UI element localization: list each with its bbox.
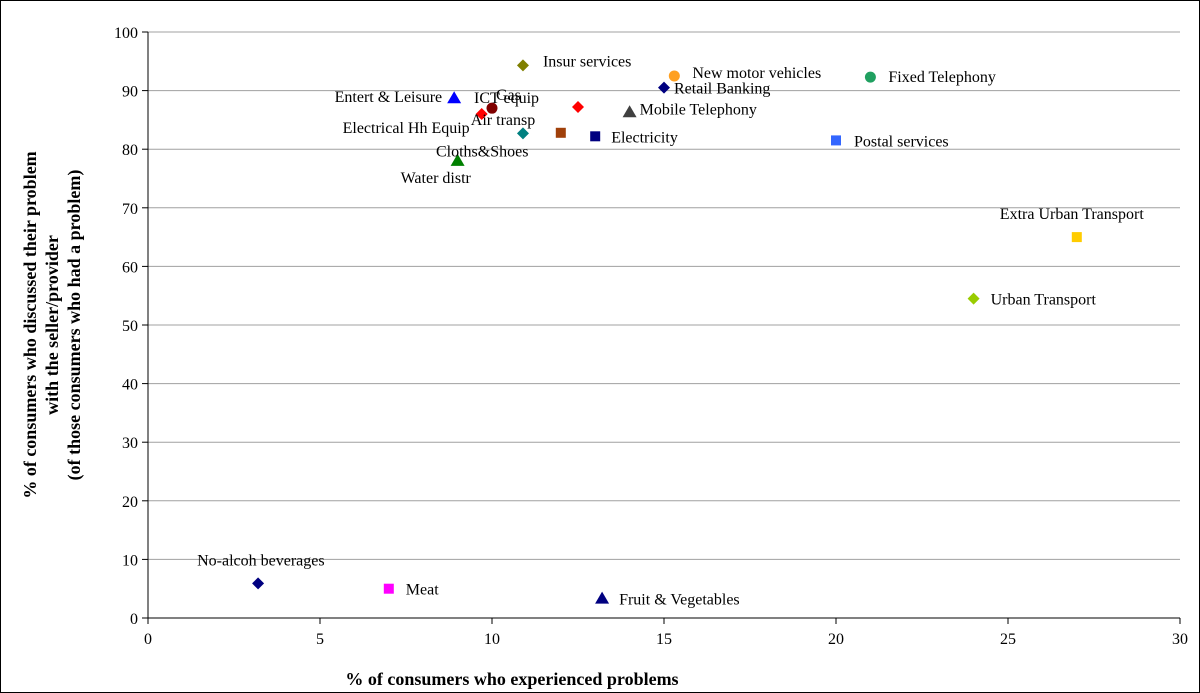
- y-tick-label-50: 50: [122, 318, 138, 335]
- x-axis-title: % of consumers who experienced problems: [345, 669, 678, 689]
- point-labels: Insur services New motor vehicles Fixed Te…: [197, 53, 1144, 608]
- point-meat: [383, 583, 394, 594]
- point-electricity-label: Electricity: [611, 129, 678, 146]
- point-urban-transport-label: Urban Transport: [991, 292, 1097, 309]
- point-water-distr-label: Water distr: [401, 170, 472, 187]
- point-gas: [486, 102, 498, 114]
- x-tick-label-25: 25: [1000, 631, 1016, 648]
- point-insur-services-label: Insur services: [543, 53, 631, 70]
- point-mobile-telephony-label: Mobile Telephony: [640, 101, 757, 118]
- y-tick-label-10: 10: [122, 552, 138, 569]
- x-tick-label-15: 15: [656, 631, 672, 648]
- y-tick-label-40: 40: [122, 377, 138, 394]
- y-tick-label-0: 0: [130, 611, 138, 628]
- point-postal-services-label: Postal services: [854, 133, 949, 150]
- tick-labels: 0 10 20 30 40 50 60 70 80 90 100 0 5 10 15 20 25 30: [114, 25, 1188, 648]
- data-points: [252, 59, 1082, 604]
- point-fixed-telephony-label: Fixed Telephony: [888, 69, 995, 86]
- point-no-alcoh-beverages-label: No-alcoh beverages: [197, 552, 325, 569]
- point-urban-transport: [967, 292, 980, 305]
- point-cloths-shoes: [516, 127, 529, 140]
- point-extra-urban-transport-label: Extra Urban Transport: [1000, 206, 1145, 223]
- point-retail-banking: [658, 81, 670, 94]
- point-meat-label: Meat: [406, 582, 439, 599]
- point-electrical-hh-equip: [475, 108, 488, 121]
- point-postal-services: [831, 135, 841, 146]
- point-mobile-telephony: [622, 105, 637, 118]
- point-ict-equip: [572, 101, 584, 114]
- y-tick-label-90: 90: [122, 84, 138, 101]
- y-axis-title-line-2: with the seller/provider: [42, 235, 62, 415]
- point-entert-leisure-label: Entert & Leisure: [335, 89, 443, 106]
- y-tick-label-30: 30: [122, 435, 138, 452]
- x-tick-label-5: 5: [316, 631, 324, 648]
- point-gas-label: Gas: [496, 87, 521, 104]
- point-fruit-vegetables-label: Fruit & Vegetables: [619, 592, 740, 609]
- y-axis-title-line-1: % of consumers who discussed their probl…: [20, 151, 40, 498]
- x-tick-label-20: 20: [828, 631, 844, 648]
- point-new-motor-vehicles: [668, 70, 680, 82]
- axes: [142, 31, 1181, 624]
- point-water-distr: [450, 153, 465, 166]
- point-insur-services: [516, 59, 529, 72]
- y-tick-label-80: 80: [122, 142, 138, 159]
- point-fruit-vegetables: [595, 591, 610, 604]
- y-axis-title: % of consumers who discussed their probl…: [20, 151, 85, 498]
- point-no-alcoh-beverages: [252, 577, 265, 590]
- point-entert-leisure: [447, 91, 462, 104]
- y-axis-title-line-3: (of those consumers who had a problem): [64, 170, 85, 481]
- point-extra-urban-transport: [1071, 232, 1082, 243]
- x-tick-label-0: 0: [144, 631, 152, 648]
- point-cloths-shoes-label: Cloths&Shoes: [436, 143, 528, 160]
- point-fixed-telephony: [864, 71, 876, 83]
- point-electricity: [590, 131, 601, 142]
- point-retail-banking-label: Retail Banking: [674, 81, 770, 98]
- y-tick-label-60: 60: [122, 259, 138, 276]
- x-tick-label-30: 30: [1172, 631, 1188, 648]
- point-air-transp: [555, 127, 566, 138]
- point-electrical-hh-equip-label: Electrical Hh Equip: [343, 120, 470, 137]
- y-tick-label-70: 70: [122, 201, 138, 218]
- point-air-transp-label: Air transp: [471, 112, 535, 129]
- y-tick-label-100: 100: [114, 25, 138, 42]
- point-ict-equip-label: ICT equip: [474, 90, 539, 107]
- y-tick-label-20: 20: [122, 494, 138, 511]
- x-tick-label-10: 10: [484, 631, 500, 648]
- point-new-motor-vehicles-label: New motor vehicles: [692, 65, 821, 82]
